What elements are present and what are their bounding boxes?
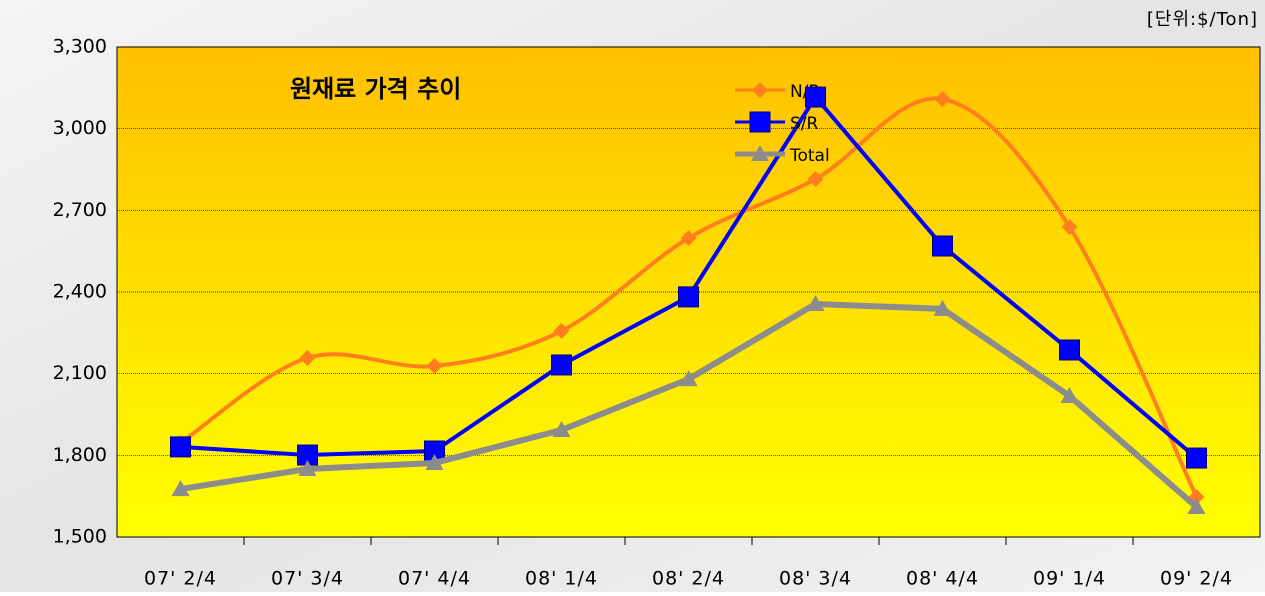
x-tick-label: 08' 1/4 — [525, 568, 598, 590]
y-tick-label: 3,000 — [53, 117, 107, 139]
legend-marker — [752, 82, 768, 98]
marker — [170, 436, 191, 458]
y-tick-label: 2,400 — [53, 281, 107, 303]
legend-label: Total — [789, 146, 830, 166]
x-tick-label: 08' 2/4 — [652, 568, 725, 590]
x-tick-label: 08' 3/4 — [779, 568, 852, 590]
marker — [1060, 386, 1079, 403]
marker — [678, 286, 699, 308]
legend-marker — [751, 145, 769, 161]
x-tick-label: 07' 4/4 — [398, 568, 471, 590]
marker — [551, 354, 572, 376]
y-tick-label: 3,300 — [53, 36, 107, 58]
marker — [932, 235, 953, 257]
y-tick-label: 1,800 — [53, 444, 107, 466]
marker — [552, 421, 571, 438]
unit-label: [단위:$/Ton] — [1147, 9, 1258, 30]
marker — [171, 480, 190, 497]
x-tick-label: 08' 4/4 — [906, 568, 979, 590]
marker — [426, 358, 443, 375]
x-tick-label: 07' 3/4 — [271, 568, 344, 590]
legend-label: S/R — [790, 114, 819, 134]
marker — [934, 90, 951, 107]
marker — [805, 86, 826, 108]
x-tick-label: 07' 2/4 — [144, 568, 217, 590]
marker — [553, 322, 570, 339]
marker — [933, 299, 952, 316]
chart-title: 원재료 가격 추이 — [290, 75, 461, 103]
marker — [806, 294, 825, 311]
y-tick-label: 2,700 — [53, 199, 107, 221]
legend-marker — [749, 111, 771, 133]
marker — [680, 230, 697, 247]
marker — [298, 459, 317, 476]
marker — [1186, 447, 1207, 469]
x-tick-label: 09' 1/4 — [1033, 568, 1106, 590]
marker — [679, 370, 698, 387]
marker — [807, 171, 824, 188]
marker — [1061, 218, 1078, 235]
marker — [1187, 498, 1206, 515]
marker — [1059, 339, 1080, 361]
marker — [299, 349, 316, 366]
x-tick-label: 09' 2/4 — [1160, 568, 1233, 590]
y-tick-label: 2,100 — [53, 362, 107, 384]
marker — [425, 453, 444, 470]
y-tick-label: 1,500 — [53, 526, 107, 548]
